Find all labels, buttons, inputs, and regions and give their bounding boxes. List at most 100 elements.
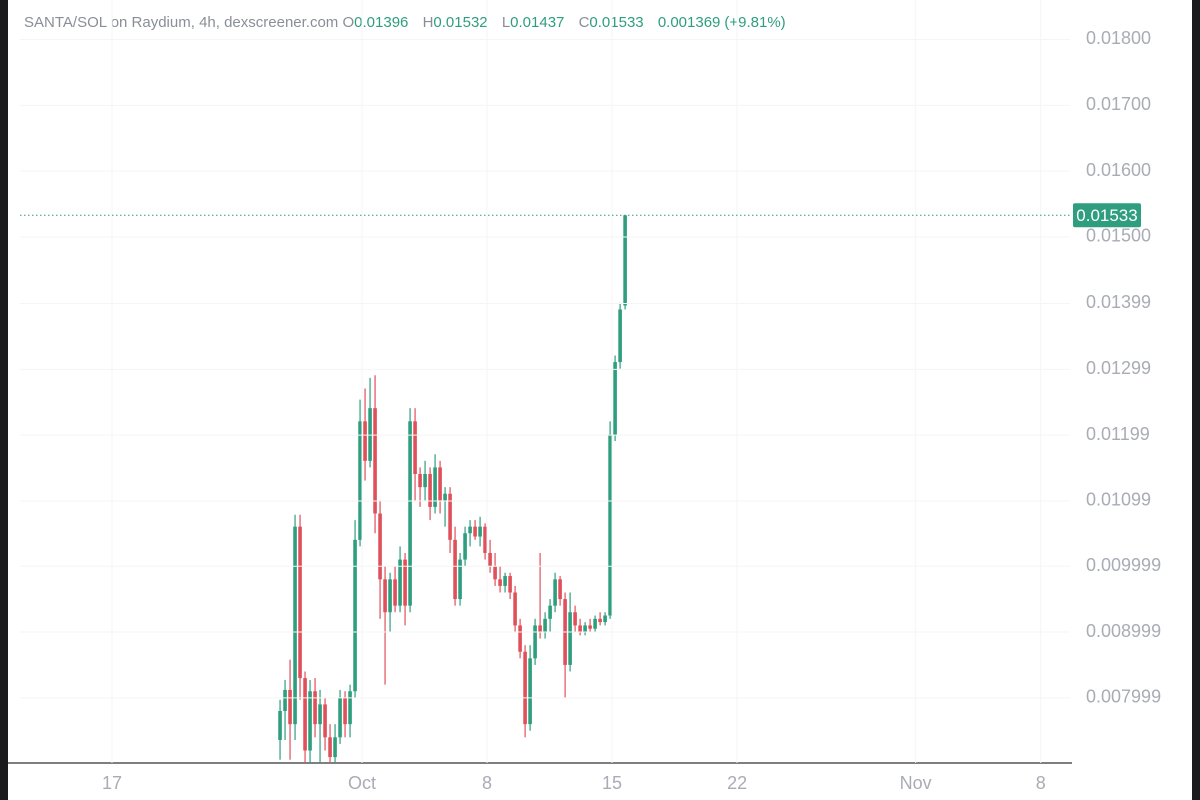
y-tick-label: 0.009999 — [1086, 555, 1161, 575]
ohlc-value: 0.01437 — [510, 14, 565, 31]
candle-body — [518, 625, 522, 652]
candle-body — [593, 618, 597, 629]
candle-body — [398, 559, 402, 606]
candle-body — [343, 697, 347, 725]
ohlc-value: 0.01532 — [433, 14, 488, 31]
y-tick-label: 0.01600 — [1086, 160, 1151, 180]
chart-title: SANTA/SOL on Raydium, 4h, dexscreener.co… — [24, 14, 339, 31]
frame-edge — [1192, 0, 1200, 800]
candle-body — [478, 526, 482, 537]
ohlc-change: 0.001369 — [657, 14, 721, 31]
candle-body — [623, 215, 627, 306]
y-tick-label: 0.01199 — [1086, 424, 1150, 444]
y-tick-label: 0.007999 — [1086, 687, 1161, 707]
candle-body — [323, 704, 327, 738]
candle-body — [373, 408, 377, 514]
candle-body — [438, 467, 442, 501]
candle-body — [328, 737, 332, 758]
candle-body — [383, 579, 387, 613]
candle-body — [598, 618, 602, 623]
candle-body — [493, 566, 497, 580]
x-tick-label: 8 — [482, 773, 492, 793]
candle-body — [293, 526, 297, 725]
candle-body — [423, 473, 427, 488]
candle-body — [348, 691, 352, 725]
candle-body — [458, 559, 462, 600]
last-price-badge — [1073, 203, 1141, 228]
candle-body — [443, 493, 447, 501]
x-tick-label: Nov — [900, 773, 932, 793]
ohlc-key: C — [578, 14, 590, 31]
candles — [278, 215, 627, 763]
candle-body — [618, 309, 622, 363]
candle-body — [578, 625, 582, 632]
candle-body — [558, 579, 562, 600]
candle-body — [503, 576, 507, 586]
candle-body — [303, 678, 307, 751]
candle-body — [553, 579, 557, 606]
candle-body — [358, 421, 362, 540]
candle-body — [288, 689, 292, 725]
frame-edge — [0, 0, 8, 800]
candle-body — [543, 618, 547, 632]
candle-body — [573, 612, 577, 626]
y-tick-label: 0.008999 — [1086, 621, 1161, 641]
ohlc-key: H — [422, 14, 434, 31]
x-tick-label: 22 — [727, 773, 747, 793]
candle-body — [388, 579, 392, 613]
candle-body — [308, 691, 312, 751]
candle-body — [523, 651, 527, 725]
x-tick-label: 17 — [102, 773, 122, 793]
candle-body — [283, 689, 287, 711]
candle-body — [393, 579, 397, 606]
candle-body — [313, 691, 317, 725]
x-tick-label: Oct — [348, 773, 376, 793]
candle-body — [538, 625, 542, 632]
y-tick-label: 0.01500 — [1086, 226, 1151, 246]
candle-body — [418, 473, 422, 488]
candle-body — [453, 539, 457, 600]
y-tick-label: 0.01099 — [1086, 490, 1151, 510]
candle-body — [513, 592, 517, 626]
last-price-label: 0.01533 — [1076, 206, 1137, 225]
candle-body — [483, 526, 487, 553]
candle-body — [583, 625, 587, 632]
y-tick-label: 0.01299 — [1086, 358, 1151, 378]
candle-body — [433, 467, 437, 507]
candle-body — [368, 408, 372, 461]
ohlc-change-pct: (+9.81%) — [724, 14, 786, 31]
candle-body — [608, 434, 612, 616]
candle-body — [448, 493, 452, 540]
x-tick-label: 8 — [1036, 773, 1046, 793]
y-tick-label: 0.01399 — [1086, 292, 1151, 312]
ohlc-key: O — [342, 14, 355, 31]
candle-body — [428, 473, 432, 507]
candle-body — [298, 526, 302, 679]
y-tick-label: 0.01800 — [1086, 28, 1151, 48]
x-tick-label: 15 — [602, 773, 622, 793]
candle-body — [473, 526, 477, 537]
ohlc-value: 0.01533 — [589, 14, 644, 31]
candle-body — [378, 513, 382, 580]
candle-body — [488, 552, 492, 567]
candle-body — [588, 625, 592, 629]
candle-body — [548, 605, 552, 619]
candle-body — [533, 625, 537, 659]
candle-body — [353, 539, 357, 692]
candle-body — [508, 576, 512, 593]
candle-body — [278, 710, 282, 740]
candle-body — [498, 579, 502, 586]
candle-body — [413, 421, 417, 474]
candle-body — [403, 559, 407, 606]
candle-body — [408, 421, 412, 606]
ohlc-value: 0.01396 — [354, 14, 409, 31]
y-tick-label: 0.01700 — [1086, 94, 1151, 114]
candle-body — [468, 526, 472, 534]
candle-body — [528, 658, 532, 725]
candle-body — [333, 737, 337, 758]
candle-body — [463, 533, 467, 560]
chart-header: SANTA/SOL on Raydium, 4h, dexscreener.co… — [24, 14, 796, 31]
candle-body — [318, 704, 322, 725]
